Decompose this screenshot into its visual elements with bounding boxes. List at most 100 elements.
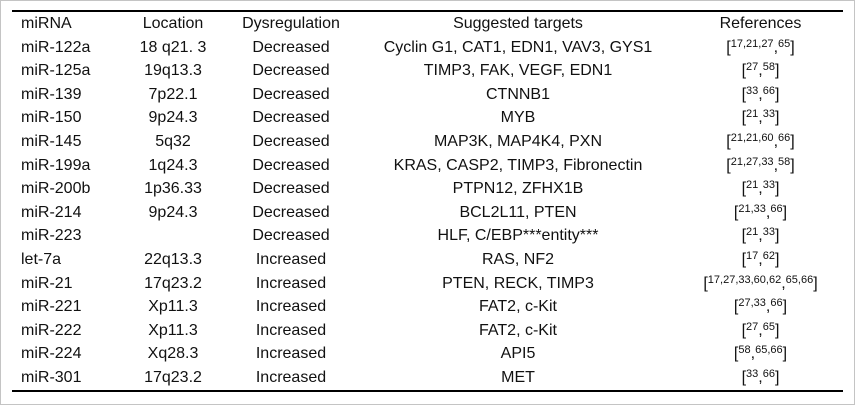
location-cell: 17q23.2: [144, 274, 202, 292]
table-header-row: miRNA Location Dysregulation Suggested t…: [12, 11, 843, 36]
location-cell: 22q13.3: [144, 250, 202, 268]
mirna-cell: miR-200b: [21, 180, 91, 198]
targets-cell: PTPN12, ZFHX1B: [452, 180, 584, 198]
citation-superscript: 27: [746, 61, 759, 74]
targets-cell: FAT2, c-Kit: [479, 298, 557, 316]
table-body: miR-122a 18 q21. 3 Decreased Cyclin G1, CAT…: [12, 36, 843, 391]
targets-cell: HLF, C/EBP***entity***: [437, 227, 599, 245]
references-cell: [21,33]: [741, 108, 780, 127]
targets-cell: MYB: [500, 109, 536, 127]
dysregulation-cell: Decreased: [252, 38, 330, 56]
mirna-dysregulation-table: miRNA Location Dysregulation Suggested t…: [12, 10, 843, 392]
location-cell: 5q32: [155, 132, 191, 150]
citation-superscript: 66: [762, 367, 775, 380]
table-row: miR-301 17q23.2 Increased MET [33,66]: [12, 366, 843, 391]
table-row: miR-122a 18 q21. 3 Decreased Cyclin G1, CAT…: [12, 36, 843, 60]
targets-cell: PTEN, RECK, TIMP3: [442, 274, 594, 292]
references-cell: [21,33,66]: [733, 202, 788, 221]
header-targets: Suggested targets: [453, 15, 583, 32]
location-cell: 9p24.3: [148, 109, 198, 127]
table-row: miR-199a 1q24.3 Decreased KRAS, CASP2, TIMP…: [12, 154, 843, 178]
mirna-cell: miR-214: [21, 203, 82, 221]
targets-cell: RAS, NF2: [481, 250, 554, 268]
mirna-cell: miR-224: [21, 345, 82, 363]
mirna-cell: miR-145: [21, 132, 82, 150]
references-cell: [21,21,60,66]: [726, 131, 795, 150]
references-cell: [21,27,33,58]: [726, 155, 795, 174]
table-row: let-7a 22q13.3 Increased RAS, NF2 [17,62]: [12, 248, 843, 272]
table-row: miR-139 7p22.1 Decreased CTNNB1 [33,66]: [12, 83, 843, 107]
dysregulation-cell: Decreased: [252, 132, 330, 150]
mirna-cell: miR-21: [21, 274, 73, 292]
location-cell: 7p22.1: [148, 85, 198, 103]
citation-superscript: 66: [770, 297, 783, 310]
references-cell: [17,27,33,60,62,65,66]: [703, 273, 818, 292]
references-cell: [17,62]: [741, 249, 780, 268]
dysregulation-cell: Increased: [255, 321, 327, 339]
citation-superscript: 66: [770, 202, 783, 215]
mirna-cell: miR-122a: [21, 38, 91, 56]
table-row: miR-150 9p24.3 Decreased MYB [21,33]: [12, 106, 843, 130]
dysregulation-cell: Decreased: [252, 180, 330, 198]
dysregulation-cell: Increased: [255, 250, 327, 268]
table-row: miR-223 Decreased HLF, C/EBP***entity*** [2…: [12, 224, 843, 248]
header-location: Location: [142, 15, 204, 32]
targets-cell: TIMP3, FAK, VEGF, EDN1: [423, 62, 613, 80]
citation-superscript: 58: [778, 155, 791, 168]
citation-superscript: 65: [778, 37, 791, 50]
table-row: miR-145 5q32 Decreased MAP3K, MAP4K4, PXN [2…: [12, 130, 843, 154]
dysregulation-cell: Decreased: [252, 85, 330, 103]
citation-superscript: 33: [746, 84, 759, 97]
citation-superscript: 27,33: [738, 297, 766, 310]
mirna-cell: miR-125a: [21, 62, 91, 80]
location-cell: 1p36.33: [144, 180, 202, 198]
location-cell: 9p24.3: [148, 203, 198, 221]
targets-cell: MET: [501, 368, 535, 386]
table-row: miR-21 17q23.2 Increased PTEN, RECK, TIMP3 […: [12, 272, 843, 296]
references-cell: [27,58]: [741, 61, 780, 80]
table-row: miR-200b 1p36.33 Decreased PTPN12, ZFHX1B [2…: [12, 177, 843, 201]
dysregulation-cell: Increased: [255, 345, 327, 363]
location-cell: 1q24.3: [148, 156, 198, 174]
mirna-cell: miR-139: [21, 85, 82, 103]
mirna-cell: let-7a: [21, 250, 62, 268]
header-mirna: miRNA: [21, 15, 72, 32]
table-row: miR-214 9p24.3 Decreased BCL2L11, PTEN [21,3…: [12, 201, 843, 225]
citation-superscript: 65,66: [785, 273, 814, 286]
citation-superscript: 66: [762, 84, 775, 97]
targets-cell: KRAS, CASP2, TIMP3, Fibronectin: [393, 156, 643, 174]
references-cell: [33,66]: [741, 84, 780, 103]
citation-superscript: 33: [762, 108, 775, 121]
citation-superscript: 17,27,33,60,62: [707, 273, 782, 286]
targets-cell: BCL2L11, PTEN: [459, 203, 577, 221]
mirna-cell: miR-150: [21, 109, 82, 127]
targets-cell: Cyclin G1, CAT1, EDN1, VAV3, GYS1: [383, 38, 653, 56]
citation-superscript: 65,66: [755, 344, 783, 357]
citation-superscript: 21: [746, 108, 759, 121]
mirna-cell: miR-301: [21, 368, 82, 386]
table-row: miR-125a 19q13.3 Decreased TIMP3, FAK, VEGF…: [12, 59, 843, 83]
references-cell: [21,33]: [741, 179, 780, 198]
dysregulation-cell: Decreased: [252, 203, 330, 221]
location-cell: Xp11.3: [148, 298, 198, 316]
dysregulation-cell: Increased: [255, 274, 327, 292]
citation-superscript: 58: [762, 61, 775, 74]
citation-superscript: 21,33: [738, 202, 766, 215]
citation-superscript: 33: [762, 179, 775, 192]
location-cell: [122, 224, 224, 248]
citation-superscript: 21,21,60: [730, 131, 774, 144]
mirna-cell: miR-221: [21, 298, 82, 316]
citation-superscript: 21,27,33: [730, 155, 774, 168]
citation-superscript: 17,21,27: [730, 37, 774, 50]
mirna-cell: miR-223: [21, 227, 82, 245]
dysregulation-cell: Decreased: [252, 227, 330, 245]
citation-superscript: 33: [746, 367, 759, 380]
citation-superscript: 62: [762, 249, 775, 262]
references-cell: [21,33]: [741, 226, 780, 245]
citation-superscript: 21: [746, 226, 759, 239]
references-cell: [27,65]: [741, 320, 780, 339]
mirna-cell: miR-222: [21, 321, 82, 339]
table-row: miR-222 Xp11.3 Increased FAT2, c-Kit [27,65]: [12, 319, 843, 343]
references-cell: [33,66]: [741, 367, 780, 386]
